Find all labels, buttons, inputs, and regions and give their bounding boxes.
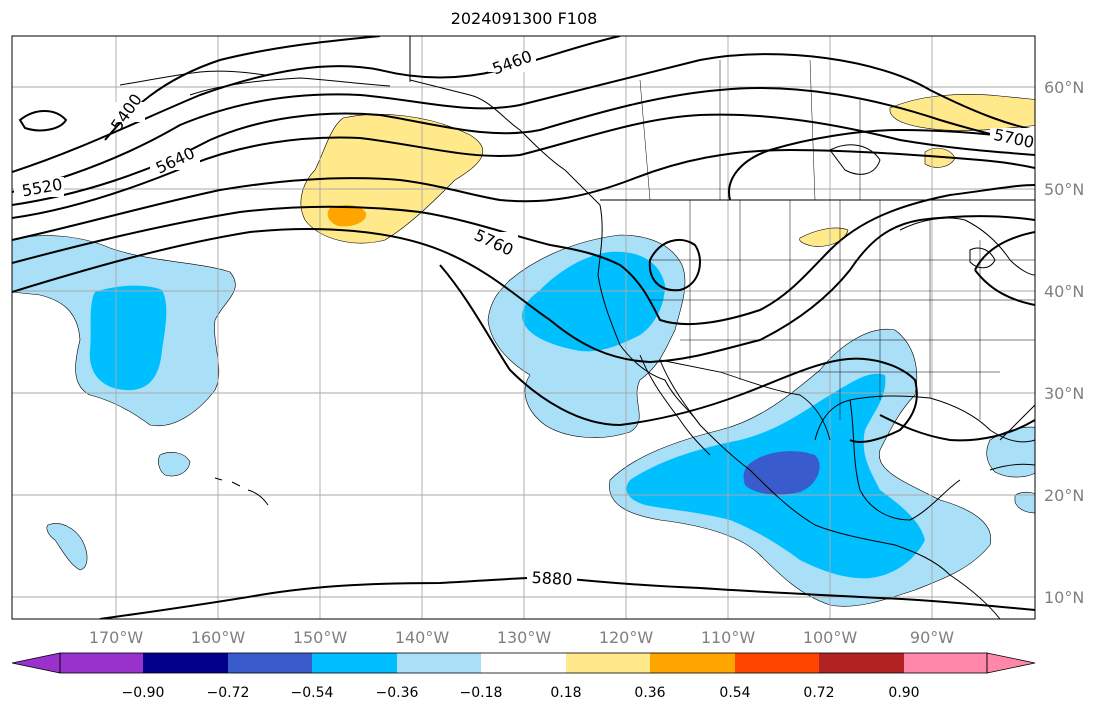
lon-label: 150°W xyxy=(293,628,348,647)
lat-label: 50°N xyxy=(1044,180,1084,199)
contour-5580 xyxy=(12,87,1035,206)
contour-label-5880: 5880 xyxy=(531,568,573,589)
lat-label: 20°N xyxy=(1044,486,1084,505)
colorbar-boxes xyxy=(60,653,987,673)
map-frame xyxy=(11,35,1036,620)
colorbar-ticks: −0.90 −0.72 −0.54 −0.36 −0.18 0.18 0.36 … xyxy=(122,685,920,701)
contour-canada xyxy=(728,128,1035,201)
latitude-labels: 60°N 50°N 40°N 30°N 20°N 10°N xyxy=(1044,78,1084,607)
colorbar-box xyxy=(143,653,228,673)
contour-5760 xyxy=(12,184,1035,326)
colorbar: −0.90 −0.72 −0.54 −0.36 −0.18 0.18 0.36 … xyxy=(11,652,1036,701)
colorbar-tick-label: −0.90 xyxy=(122,685,165,701)
lon-label: 170°W xyxy=(89,628,144,647)
colorbar-box xyxy=(566,653,650,673)
colorbar-tick-label: 0.90 xyxy=(888,685,919,701)
colorbar-tick-label: 0.36 xyxy=(634,685,665,701)
anomaly-shading xyxy=(12,94,1035,607)
height-contours xyxy=(12,36,1035,619)
contour-ne-low xyxy=(974,231,1035,306)
contour-5850 xyxy=(439,264,918,443)
colorbar-box xyxy=(904,653,987,673)
lat-label: 40°N xyxy=(1044,282,1084,301)
lat-label: 60°N xyxy=(1044,78,1084,97)
colorbar-box xyxy=(60,653,143,673)
lon-label: 140°W xyxy=(395,628,450,647)
colorbar-tick-label: −0.18 xyxy=(460,685,503,701)
colorbar-tick-label: −0.72 xyxy=(207,685,250,701)
colorbar-tick-label: 0.18 xyxy=(550,685,581,701)
lon-label: 120°W xyxy=(599,628,654,647)
lon-label: 90°W xyxy=(910,628,954,647)
colorbar-box xyxy=(228,653,312,673)
positive-anomaly-pacific-core xyxy=(327,204,367,227)
colorbar-over-arrow xyxy=(986,652,1036,674)
graticule xyxy=(12,36,1035,619)
positive-anomaly-canada xyxy=(889,94,1035,131)
contour-east xyxy=(879,414,1035,442)
colorbar-box xyxy=(819,653,904,673)
map-title: 2024091300 F108 xyxy=(450,9,598,28)
contour-5820 xyxy=(12,215,1035,364)
colorbar-tick-label: −0.36 xyxy=(376,685,419,701)
colorbar-box xyxy=(397,653,481,673)
lon-label: 100°W xyxy=(803,628,858,647)
state-borders xyxy=(639,59,1035,420)
contour-west-low xyxy=(18,110,68,132)
lat-label: 30°N xyxy=(1044,384,1084,403)
contour-low-center xyxy=(648,239,701,292)
contour-5700 xyxy=(12,148,1035,241)
colorbar-under-arrow xyxy=(11,652,61,674)
lon-label: 110°W xyxy=(701,628,756,647)
contour-5520 xyxy=(12,53,1035,193)
colorbar-tick-label: 0.72 xyxy=(803,685,834,701)
colorbar-box xyxy=(650,653,735,673)
colorbar-tick-label: 0.54 xyxy=(719,685,750,701)
longitude-labels: 170°W 160°W 150°W 140°W 130°W 120°W 110°… xyxy=(89,628,954,647)
colorbar-box xyxy=(735,653,819,673)
lon-label: 130°W xyxy=(497,628,552,647)
colorbar-box xyxy=(312,653,397,673)
lat-label: 10°N xyxy=(1044,588,1084,607)
lon-label: 160°W xyxy=(191,628,246,647)
colorbar-box xyxy=(481,653,566,673)
colorbar-tick-label: −0.54 xyxy=(291,685,334,701)
